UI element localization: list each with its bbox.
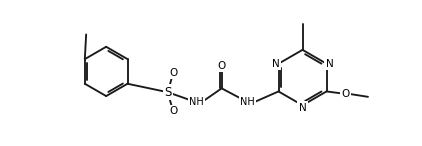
Text: NH: NH	[241, 97, 255, 107]
Text: N: N	[271, 59, 279, 69]
Text: S: S	[164, 86, 171, 99]
Text: N: N	[326, 59, 333, 69]
Text: O: O	[341, 89, 349, 99]
Text: N: N	[299, 103, 306, 113]
Text: O: O	[169, 68, 177, 78]
Text: O: O	[169, 106, 177, 117]
Text: NH: NH	[189, 97, 204, 107]
Text: O: O	[217, 61, 226, 71]
